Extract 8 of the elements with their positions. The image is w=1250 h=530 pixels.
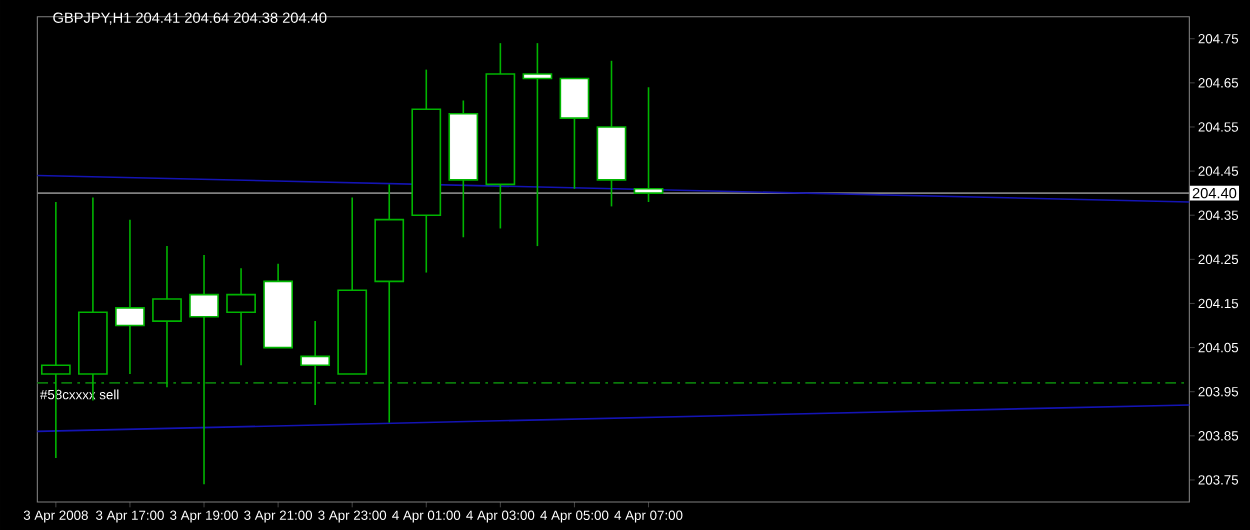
candlestick (189, 254, 219, 486)
candlestick (226, 267, 256, 367)
candlestick (522, 42, 553, 247)
candlestick (152, 245, 182, 389)
candlestick (559, 77, 590, 190)
candlestick (633, 86, 664, 203)
candlestick (115, 218, 145, 375)
candlestick (300, 320, 331, 406)
